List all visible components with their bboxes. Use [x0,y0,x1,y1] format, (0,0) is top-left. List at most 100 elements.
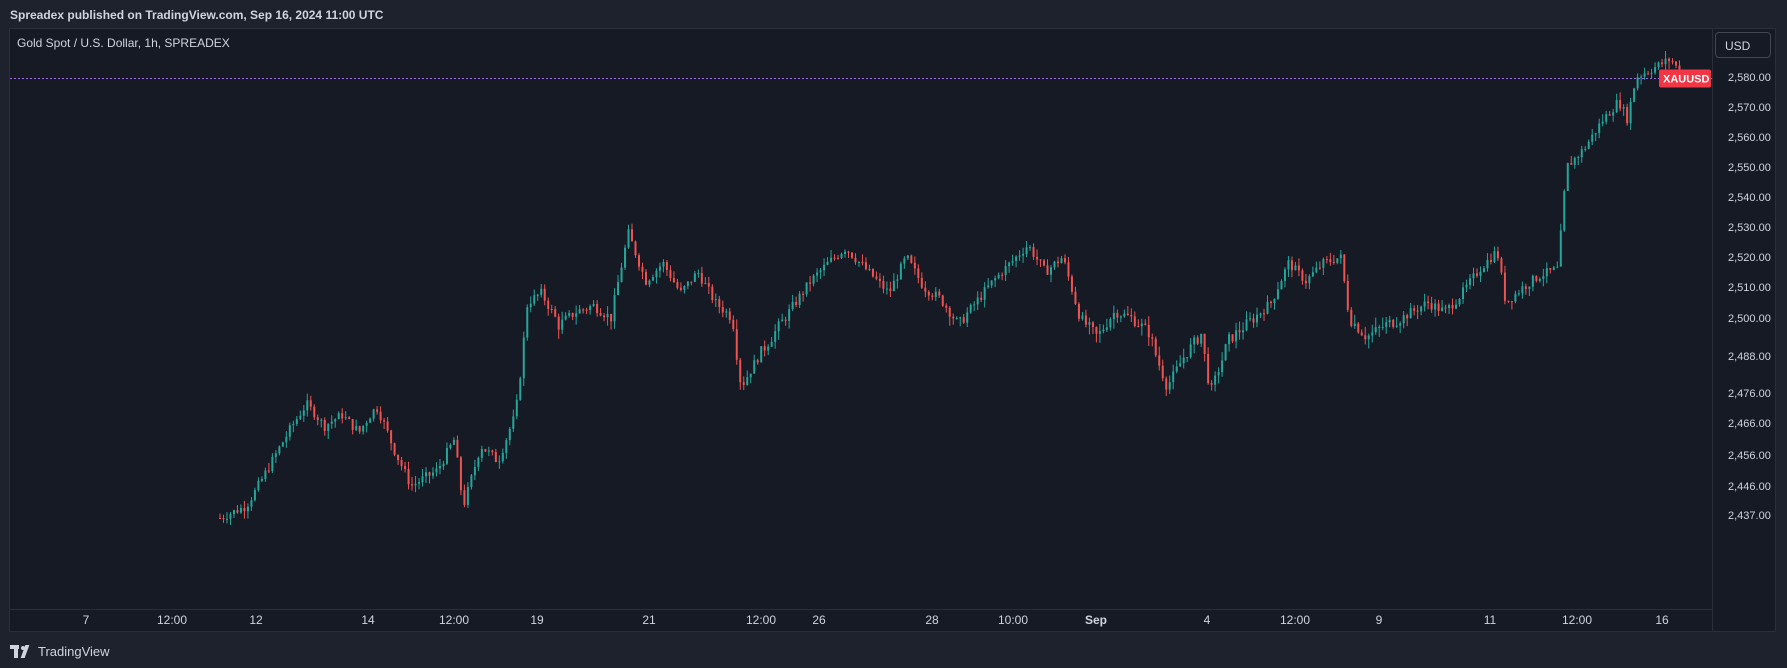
candle [624,244,627,270]
candle [952,313,955,325]
candle [889,281,892,297]
candle [292,420,295,433]
candle-body [330,421,333,424]
candle-body [1545,268,1548,277]
candle [526,304,529,341]
candle-body [316,417,319,421]
candle-body [1605,114,1608,122]
candle [1266,295,1269,315]
candle [522,331,525,386]
candle-body [1140,323,1143,327]
candle [1214,371,1217,392]
candle-body [1165,378,1168,390]
candle-body [253,489,256,501]
candle-body [910,255,913,263]
candle-body [683,286,686,290]
candle-body [1371,332,1374,336]
candle-body [1392,319,1395,327]
candle-body [571,312,574,317]
candle-body [337,413,340,420]
currency-button[interactable]: USD [1715,32,1771,58]
candle [1196,335,1199,346]
candle-body [844,251,847,254]
candle [728,307,731,324]
candle-body [1367,335,1370,340]
y-tick-label: 2,560.00 [1728,132,1771,144]
candle-body [1200,333,1203,344]
symbol-legend[interactable]: Gold Spot / U.S. Dollar, 1h, SPREADEX [17,36,230,50]
candle [236,505,239,514]
candle [1500,256,1503,275]
candle [1186,357,1189,363]
candle [1091,321,1094,334]
candle-body [959,317,962,319]
candle-body [679,287,682,290]
candle [1584,146,1587,152]
candle [1158,346,1161,371]
candle-body [994,278,997,281]
candle [990,280,993,289]
candle [892,273,895,292]
candle-body [777,321,780,332]
candle [1503,265,1506,305]
candle-body [1297,265,1300,271]
candle [816,268,819,282]
candle [749,373,752,384]
candle [309,395,312,411]
candle-body [697,272,700,274]
candle-body [533,295,536,304]
candle [641,262,644,280]
candle-body [1500,258,1503,273]
candle-body [1493,251,1496,262]
candle [561,311,564,335]
tradingview-logo-icon [10,644,32,659]
candle [330,415,333,429]
candle-body [508,428,511,441]
candle [1416,304,1419,320]
candle [1353,314,1356,329]
chart-pane[interactable] [9,28,1776,632]
candle [536,293,539,301]
candle [250,497,253,511]
candle [819,267,822,279]
time-axis[interactable] [9,609,1712,632]
candle [449,443,452,450]
candle [1462,282,1465,304]
candle-body [1015,256,1018,261]
candle [868,264,871,272]
candle-body [1462,287,1465,299]
candle-body [1046,265,1049,275]
candle-body [362,425,365,432]
y-tick-label: 2,530.00 [1728,222,1771,234]
candle-body [491,450,494,453]
candle [1217,367,1220,384]
candle-body [728,311,731,320]
candle [1112,305,1115,329]
candle [1507,300,1510,303]
candle-body [1001,274,1004,276]
candle [1039,259,1042,267]
candle [620,262,623,283]
candle [383,417,386,430]
price-axis[interactable] [1712,28,1776,632]
candle-body [267,470,270,472]
candle-body [1022,253,1025,256]
candle-body [295,419,298,424]
candle [1643,67,1646,80]
candle [1552,265,1555,271]
candle [515,394,518,420]
candle-body [250,500,253,507]
candle-body [1350,309,1353,326]
candle-body [1189,344,1192,358]
candle [896,274,899,289]
candle-body [913,262,916,269]
candle [1179,355,1182,367]
candle-body [1573,157,1576,165]
candle [557,313,560,339]
candle [582,308,585,314]
candle [1273,298,1276,310]
candle [718,295,721,314]
candle-body [1580,149,1583,158]
candle-body [1378,327,1381,329]
